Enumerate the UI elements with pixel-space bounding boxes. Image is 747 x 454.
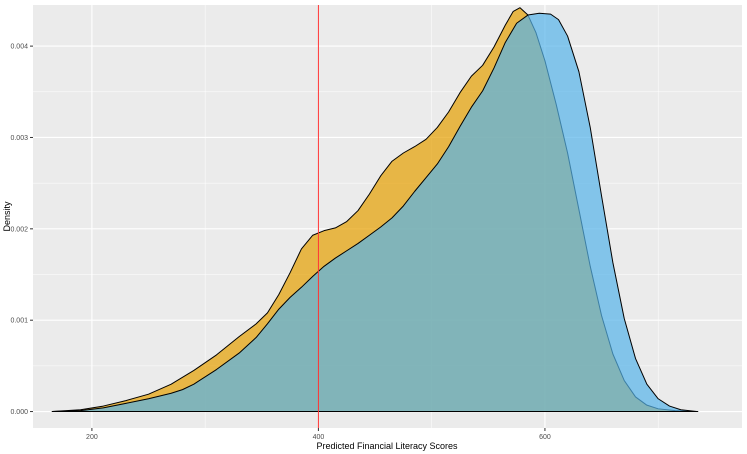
axes: 200 400 600 0.000 0.001 0.002 0.003 0.004 — [10, 44, 550, 441]
y-tick-label: 0.001 — [10, 318, 28, 325]
y-tick-label: 0.000 — [10, 409, 28, 416]
x-tick-label: 400 — [313, 434, 325, 441]
y-tick-label: 0.004 — [10, 44, 28, 51]
y-axis-title: Density — [2, 201, 12, 232]
y-tick-label: 0.003 — [10, 135, 28, 142]
density-areas — [51, 7, 699, 413]
y-tick-label: 0.002 — [10, 226, 28, 233]
x-axis-title: Predicted Financial Literacy Scores — [316, 441, 458, 451]
density-area-2 — [51, 12, 699, 413]
x-tick-label: 200 — [86, 434, 98, 441]
x-tick-label: 600 — [539, 434, 551, 441]
